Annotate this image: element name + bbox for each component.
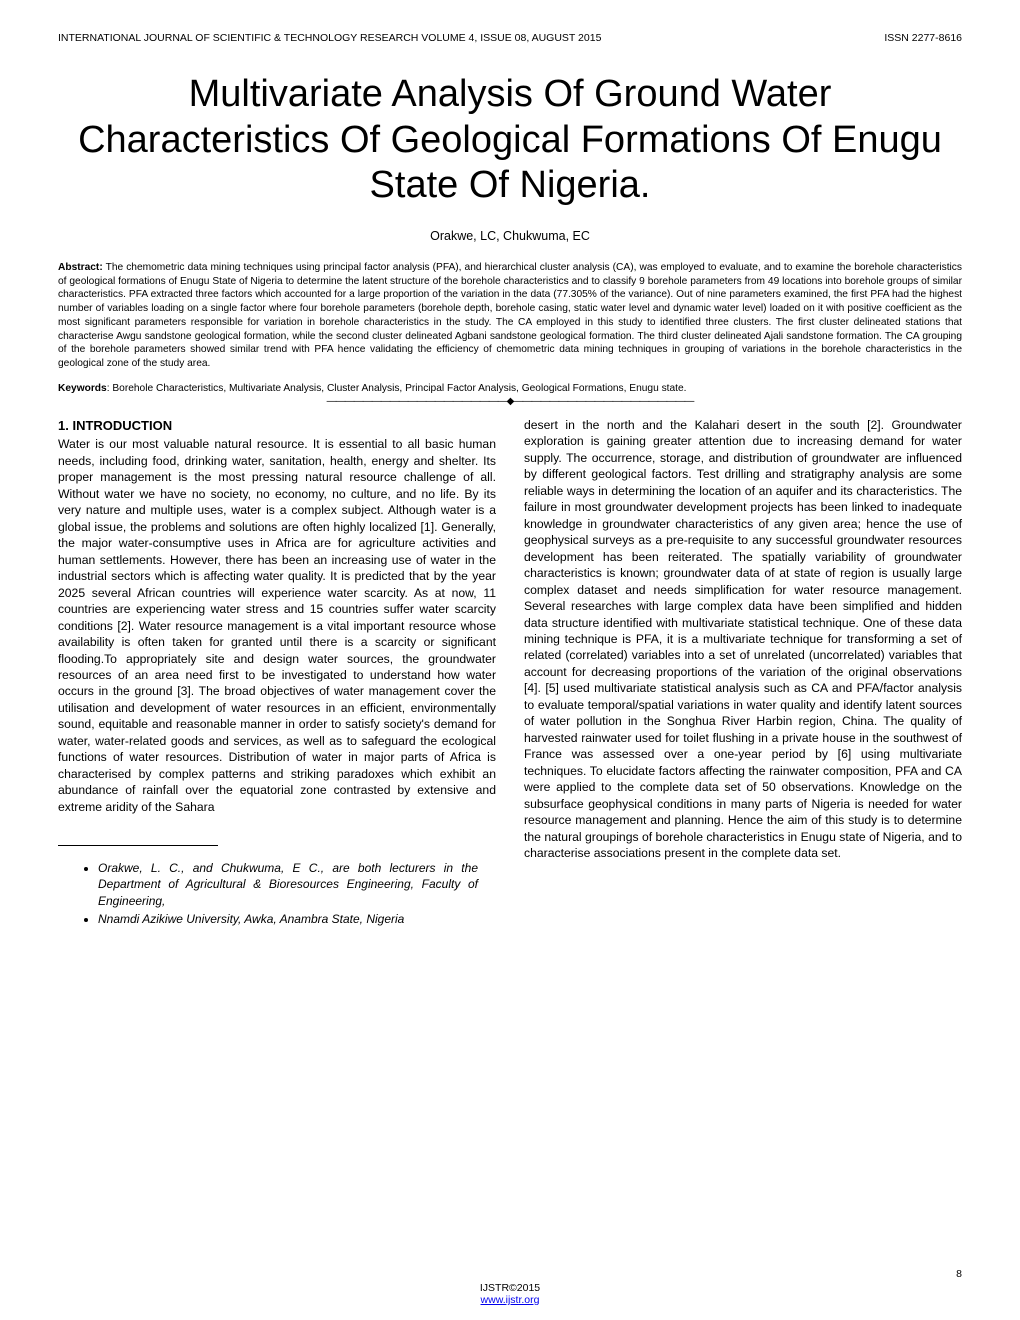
column-left: 1. INTRODUCTION Water is our most valuab…	[58, 417, 496, 929]
keywords-label: Keywords	[58, 383, 107, 394]
authors: Orakwe, LC, Chukwuma, EC	[58, 229, 962, 243]
section-separator: ————————————————————◆———————————————————…	[58, 396, 962, 407]
footer: IJSTR©2015 www.ijstr.org	[0, 1282, 1020, 1306]
abstract: Abstract: The chemometric data mining te…	[58, 261, 962, 371]
page-number: 8	[956, 1268, 962, 1280]
abstract-label: Abstract:	[58, 262, 103, 273]
affiliation-item: Nnamdi Azikiwe University, Awka, Anambra…	[98, 911, 478, 927]
affiliation-separator	[58, 845, 218, 846]
abstract-text: The chemometric data mining techniques u…	[58, 262, 962, 369]
journal-header-issn: ISSN 2277-8616	[884, 32, 962, 44]
affiliation-list: Orakwe, L. C., and Chukwuma, E C., are b…	[58, 860, 496, 927]
column-right: desert in the north and the Kalahari des…	[524, 417, 962, 929]
footer-url-link[interactable]: www.ijstr.org	[481, 1294, 540, 1306]
journal-header-left: INTERNATIONAL JOURNAL OF SCIENTIFIC & TE…	[58, 32, 601, 44]
affiliation-item: Orakwe, L. C., and Chukwuma, E C., are b…	[98, 860, 478, 909]
footer-copyright: IJSTR©2015	[0, 1282, 1020, 1294]
body-columns: 1. INTRODUCTION Water is our most valuab…	[58, 417, 962, 929]
paper-title: Multivariate Analysis Of Ground Water Ch…	[58, 72, 962, 209]
intro-heading: 1. INTRODUCTION	[58, 417, 496, 435]
intro-text-col2: desert in the north and the Kalahari des…	[524, 417, 962, 862]
keywords-text: : Borehole Characteristics, Multivariate…	[107, 383, 687, 394]
journal-header: INTERNATIONAL JOURNAL OF SCIENTIFIC & TE…	[58, 32, 962, 44]
intro-text-col1: Water is our most valuable natural resou…	[58, 436, 496, 815]
keywords: Keywords: Borehole Characteristics, Mult…	[58, 383, 962, 394]
